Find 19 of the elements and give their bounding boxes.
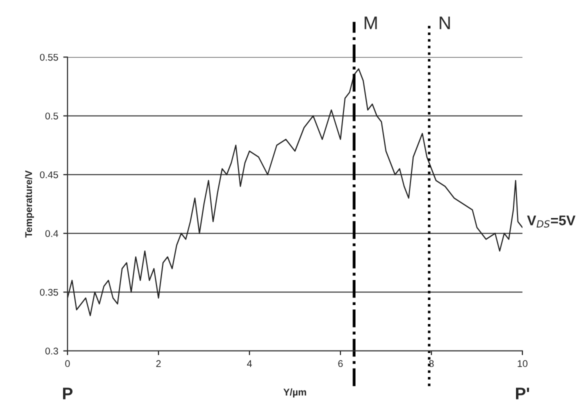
line-series: [68, 68, 522, 316]
ref-line-label: N: [440, 16, 450, 30]
x-tick-label: 4: [246, 360, 252, 367]
y-tick-label: 0.55: [40, 54, 58, 61]
ref-line-label: M: [364, 16, 377, 30]
x-tick-label: 6: [338, 360, 343, 368]
y-tick-label: 0.35: [40, 288, 58, 296]
text: V$_{DS}$=5V: [527, 216, 576, 228]
y-tick-label: 0.3: [45, 348, 58, 354]
y-tick-label: 0.5: [45, 112, 58, 120]
text: P: [63, 388, 72, 400]
x-axis-title: Y/µm: [283, 388, 306, 398]
y-tick-label: 0.4: [45, 230, 58, 237]
y-tick-label: 0.45: [40, 171, 58, 178]
y-axis-title: Temperature/V: [24, 170, 34, 238]
x-tick-label: 10: [518, 360, 528, 368]
text: P': [516, 388, 530, 400]
x-tick-label: 0: [65, 360, 70, 368]
x-tick-label: 2: [156, 360, 161, 367]
